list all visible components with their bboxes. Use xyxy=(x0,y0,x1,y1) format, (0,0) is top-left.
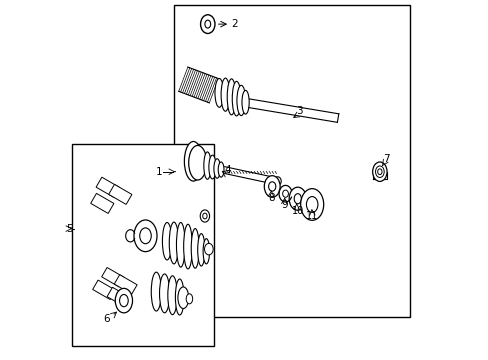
Text: 11: 11 xyxy=(305,211,318,221)
Ellipse shape xyxy=(184,141,202,181)
Ellipse shape xyxy=(186,294,192,304)
Ellipse shape xyxy=(282,190,288,197)
Ellipse shape xyxy=(178,287,188,309)
Text: 8: 8 xyxy=(267,193,274,203)
Ellipse shape xyxy=(237,85,245,116)
Ellipse shape xyxy=(288,187,306,210)
Ellipse shape xyxy=(115,288,132,313)
Ellipse shape xyxy=(175,279,183,315)
Ellipse shape xyxy=(218,162,224,177)
Ellipse shape xyxy=(264,176,280,197)
Text: 7: 7 xyxy=(383,154,389,165)
Bar xyxy=(108,184,132,204)
Ellipse shape xyxy=(227,79,235,115)
Ellipse shape xyxy=(151,272,161,311)
Ellipse shape xyxy=(203,213,206,219)
Bar xyxy=(174,5,409,317)
Ellipse shape xyxy=(208,155,216,179)
Ellipse shape xyxy=(176,222,185,267)
Text: 1: 1 xyxy=(155,167,162,177)
Ellipse shape xyxy=(204,243,213,255)
Text: 4: 4 xyxy=(224,165,230,175)
Ellipse shape xyxy=(162,222,171,260)
Bar xyxy=(90,193,114,213)
Ellipse shape xyxy=(377,169,381,175)
Bar xyxy=(114,275,137,294)
Ellipse shape xyxy=(268,182,275,191)
Ellipse shape xyxy=(204,20,210,28)
Ellipse shape xyxy=(200,210,209,222)
Ellipse shape xyxy=(375,166,384,177)
Ellipse shape xyxy=(191,229,199,268)
Ellipse shape xyxy=(183,224,192,269)
Ellipse shape xyxy=(120,294,128,307)
Text: 2: 2 xyxy=(231,19,237,29)
Text: 9: 9 xyxy=(281,200,287,210)
Bar xyxy=(93,280,115,300)
Bar xyxy=(72,144,213,346)
Ellipse shape xyxy=(213,159,220,178)
Text: 5: 5 xyxy=(66,224,73,234)
Ellipse shape xyxy=(134,220,157,252)
Ellipse shape xyxy=(203,239,209,264)
Ellipse shape xyxy=(215,78,223,107)
Ellipse shape xyxy=(294,194,301,204)
Text: 10: 10 xyxy=(291,206,303,216)
Text: 6: 6 xyxy=(103,314,110,324)
Ellipse shape xyxy=(203,152,211,179)
Text: 3: 3 xyxy=(296,106,302,116)
Bar xyxy=(107,287,130,307)
Polygon shape xyxy=(88,248,196,324)
Ellipse shape xyxy=(200,15,215,33)
Ellipse shape xyxy=(197,234,204,266)
Ellipse shape xyxy=(169,222,178,264)
Ellipse shape xyxy=(273,177,281,185)
Ellipse shape xyxy=(140,228,151,244)
Ellipse shape xyxy=(167,276,177,315)
Bar xyxy=(102,267,124,287)
Ellipse shape xyxy=(159,274,169,313)
Ellipse shape xyxy=(306,197,317,212)
Ellipse shape xyxy=(372,162,386,181)
Bar xyxy=(96,177,119,197)
Ellipse shape xyxy=(300,189,323,220)
Ellipse shape xyxy=(221,78,229,111)
Ellipse shape xyxy=(188,145,206,180)
Ellipse shape xyxy=(232,81,241,116)
Ellipse shape xyxy=(242,90,249,114)
